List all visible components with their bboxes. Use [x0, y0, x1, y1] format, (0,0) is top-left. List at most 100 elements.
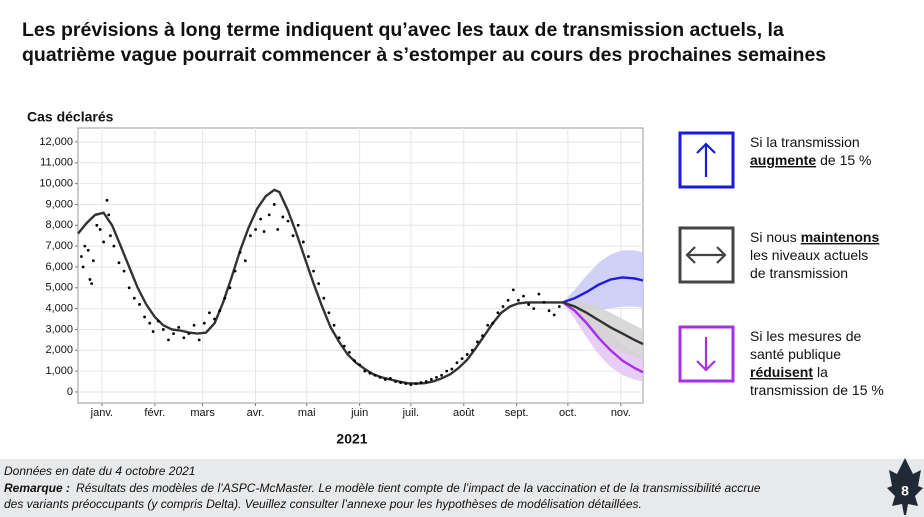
case-point: [450, 367, 454, 371]
case-point: [291, 234, 295, 238]
x-tick-label: nov.: [611, 407, 631, 419]
case-point: [262, 230, 266, 233]
forecast-band: [562, 300, 643, 359]
legend-text: de transmission: [750, 265, 848, 281]
y-tick-label: 8,000: [45, 219, 73, 231]
case-point: [276, 228, 280, 231]
page-number: 8: [901, 483, 909, 499]
legend-segment: Si les mesures de: [750, 328, 861, 344]
case-point: [404, 382, 408, 386]
case-point: [90, 282, 94, 286]
legend-text: transmission de 15 %: [750, 382, 884, 398]
x-tick-label: mars: [190, 407, 215, 419]
x-axis-label: 2021: [336, 431, 367, 447]
y-tick-label: 9,000: [45, 198, 73, 210]
legend-text: santé publique: [750, 346, 841, 362]
y-tick-label: 6,000: [45, 261, 73, 273]
case-point: [542, 300, 546, 304]
case-point: [143, 315, 146, 319]
case-point: [368, 371, 372, 375]
case-point: [148, 321, 152, 325]
plot-area: [77, 127, 644, 404]
case-point: [317, 282, 321, 286]
case-point: [223, 296, 227, 300]
legend-text: réduisent la: [750, 364, 828, 380]
case-point: [552, 313, 556, 317]
footer-date: Données en date du 4 octobre 2021: [4, 464, 195, 478]
case-point: [259, 217, 263, 221]
legend-segment: Si la transmission: [750, 134, 860, 150]
case-point: [476, 340, 479, 344]
note-label: Remarque :: [4, 481, 70, 495]
case-point: [301, 240, 305, 244]
legend-icon: [678, 131, 735, 189]
case-point: [429, 378, 433, 381]
case-point: [95, 223, 99, 227]
case-point: [455, 361, 459, 365]
case-point: [440, 373, 443, 377]
legend-text: Si nous maintenons: [750, 229, 879, 245]
y-tick-label: 0: [67, 386, 73, 398]
case-point: [435, 375, 438, 379]
y-axis-label: Cas déclarés: [27, 109, 114, 125]
case-point: [296, 223, 300, 227]
case-point: [481, 334, 484, 338]
case-point: [243, 259, 247, 263]
case-point: [399, 381, 403, 384]
y-tick-label: 7,000: [45, 240, 73, 252]
legend-segment: de 15 %: [820, 152, 871, 168]
x-tick-label: sept.: [505, 407, 529, 419]
y-tick-label: 2,000: [45, 344, 73, 356]
case-point: [327, 311, 331, 315]
case-point: [132, 296, 136, 300]
legend-text: les niveaux actuels: [750, 247, 868, 263]
case-point: [218, 309, 222, 313]
case-point: [409, 383, 413, 387]
x-tick-label: oct.: [559, 407, 577, 419]
x-tick-label: mai: [298, 407, 316, 419]
case-point: [307, 255, 310, 258]
case-point: [537, 292, 541, 296]
model-line: [562, 301, 644, 374]
x-tick-label: févr.: [144, 407, 165, 419]
maple-leaf: [887, 458, 923, 515]
case-point: [527, 303, 531, 306]
case-point: [281, 215, 285, 219]
case-point: [470, 348, 474, 352]
case-point: [98, 228, 102, 231]
case-point: [172, 332, 175, 336]
case-point: [122, 269, 126, 273]
legend-icon: [678, 325, 735, 383]
legend-text: Si les mesures de: [750, 328, 861, 344]
footer-band: [0, 459, 924, 517]
case-point: [312, 269, 315, 273]
y-tick-label: 12,000: [39, 136, 73, 148]
case-point: [107, 213, 111, 217]
case-point: [267, 213, 271, 217]
case-point: [105, 198, 109, 202]
case-point: [378, 375, 382, 379]
case-point: [516, 298, 520, 302]
case-point: [249, 234, 252, 238]
case-point: [419, 381, 423, 384]
x-tick-label: avr.: [247, 407, 265, 419]
model-line: [562, 276, 644, 304]
case-point: [460, 357, 464, 361]
case-point: [337, 336, 341, 340]
legend-segment: réduisent: [750, 364, 813, 380]
case-point: [332, 323, 336, 327]
case-point: [88, 278, 92, 281]
case-point: [342, 344, 346, 348]
case-point: [187, 332, 191, 336]
x-tick-label: août: [453, 407, 474, 419]
case-point: [192, 323, 196, 327]
case-point: [353, 359, 356, 363]
y-tick-label: 4,000: [45, 303, 73, 315]
case-point: [254, 228, 257, 231]
case-point: [491, 321, 495, 325]
legend-segment: augmente: [750, 152, 816, 168]
footer-note: Remarque : Résultats des modèles de l’ASP…: [4, 481, 761, 495]
case-point: [486, 323, 490, 327]
case-point: [161, 328, 165, 331]
